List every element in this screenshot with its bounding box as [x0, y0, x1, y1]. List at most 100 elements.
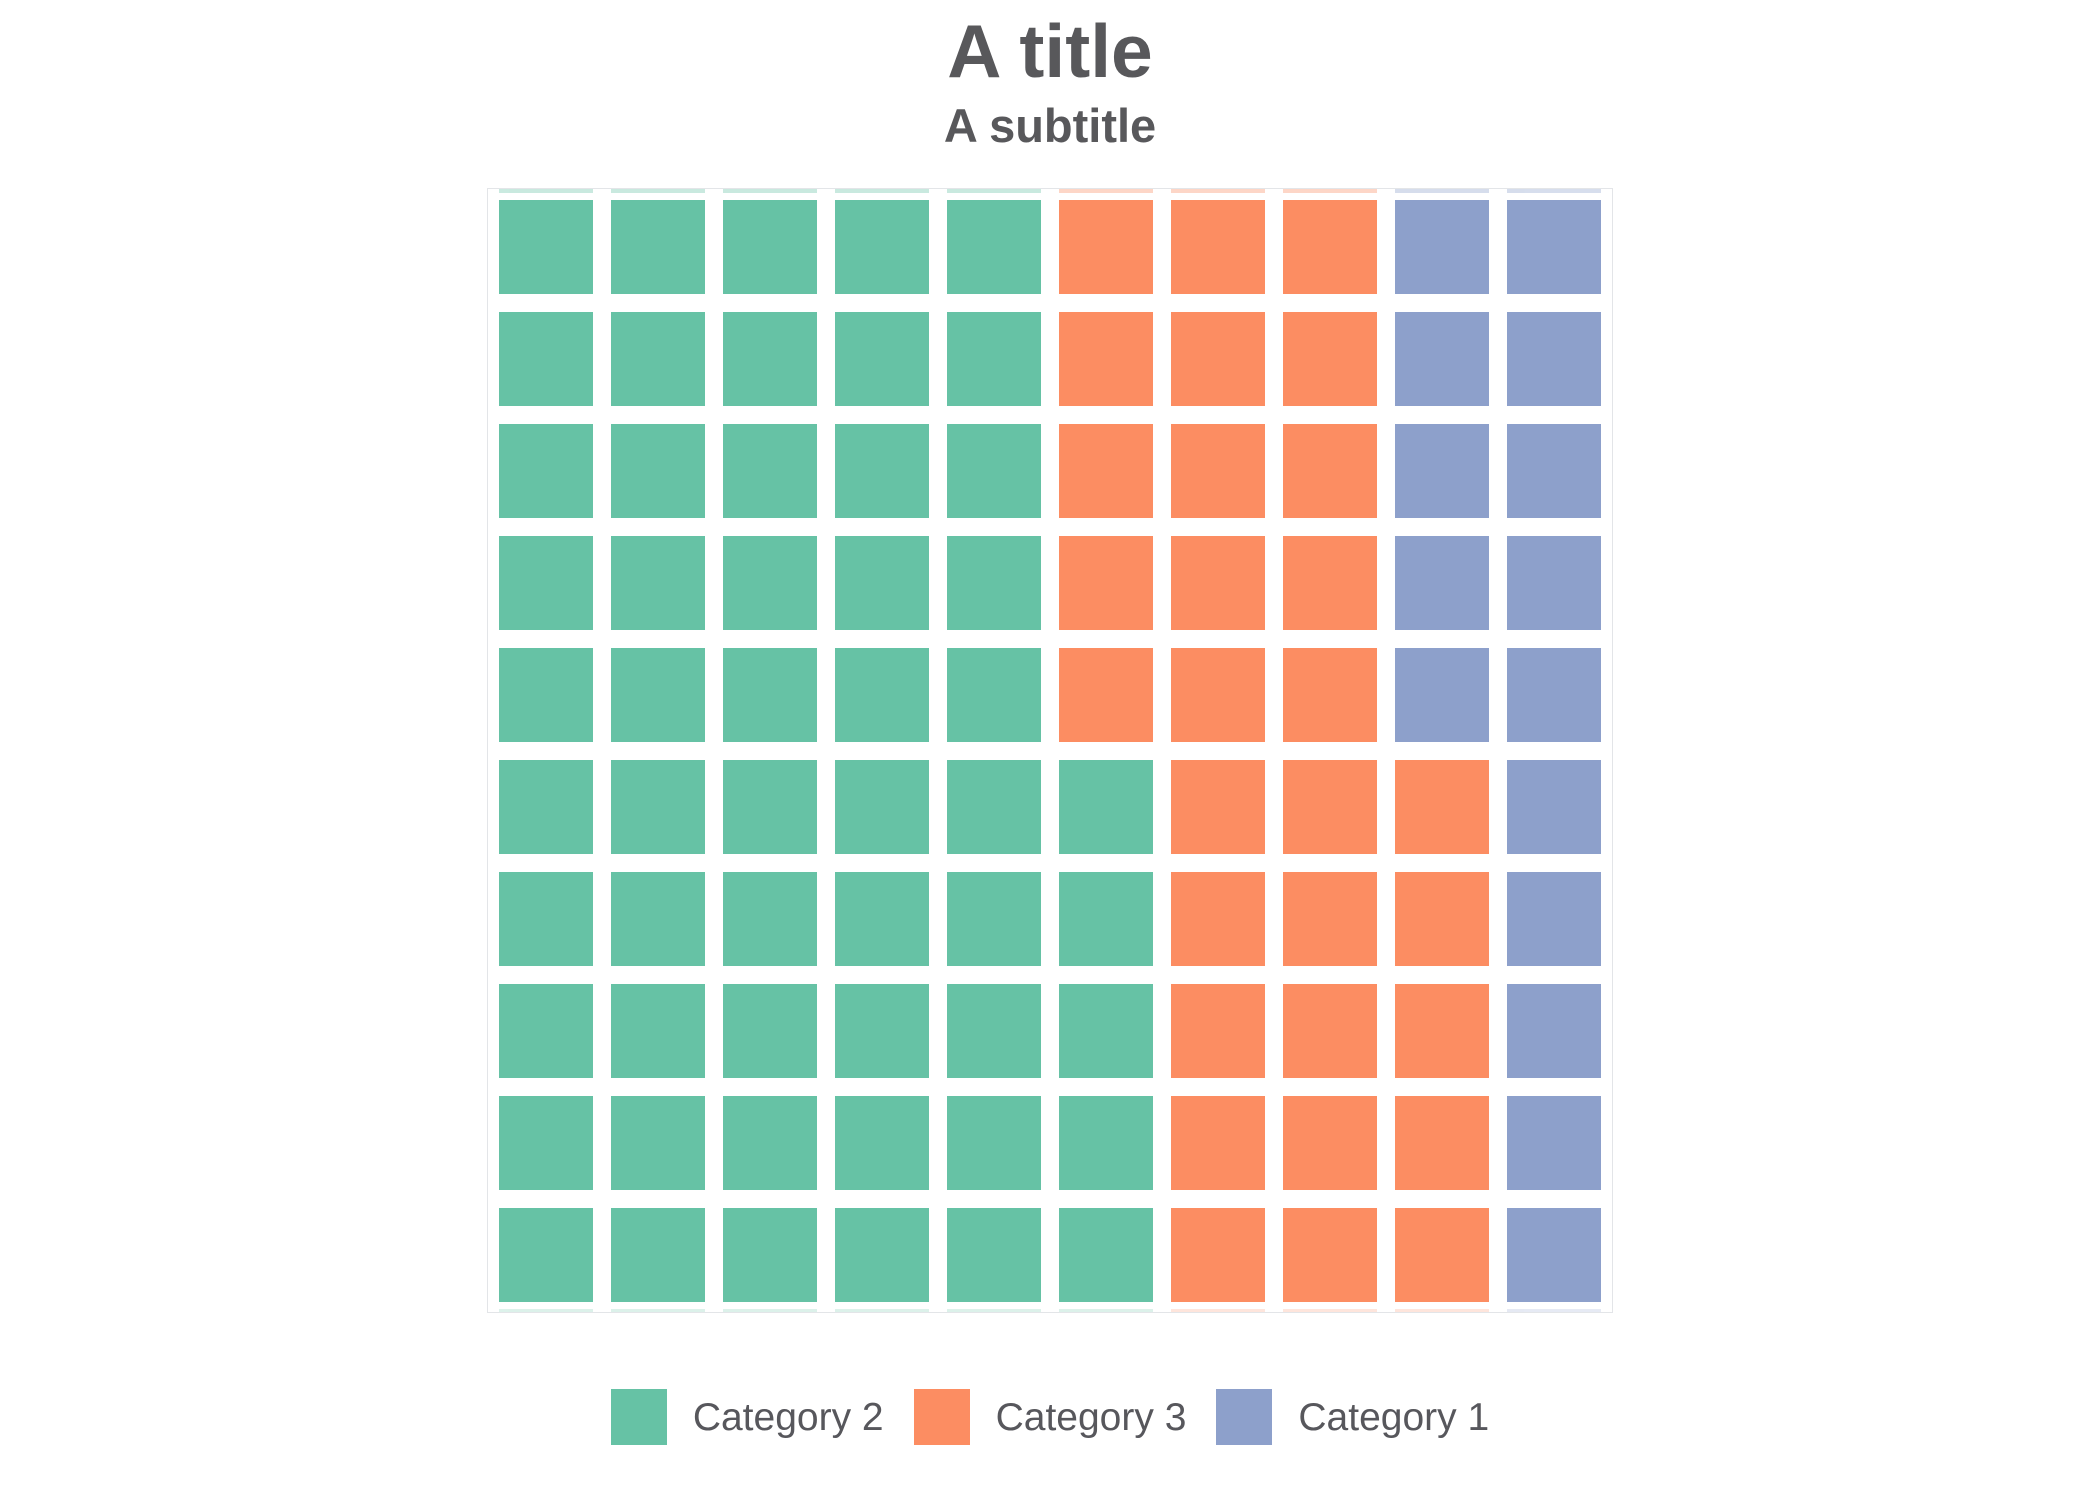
waffle-cell — [499, 984, 593, 1078]
waffle-cell — [947, 200, 1041, 294]
waffle-cell — [611, 760, 705, 854]
chart-plot-area — [487, 188, 1613, 1313]
clipped-cell — [947, 189, 1041, 193]
chart-title: A title — [947, 9, 1153, 93]
waffle-grid — [499, 200, 1601, 1302]
waffle-cell — [1059, 424, 1153, 518]
clipped-cell — [1395, 1309, 1489, 1312]
clipped-cell — [723, 1309, 817, 1312]
legend-label: Category 2 — [692, 1395, 884, 1439]
waffle-cell — [723, 648, 817, 742]
clipped-cell — [1059, 1309, 1153, 1312]
waffle-cell — [1059, 1096, 1153, 1190]
clipped-cell — [1059, 189, 1153, 193]
waffle-cell — [499, 200, 593, 294]
waffle-cell — [1171, 984, 1265, 1078]
waffle-cell — [947, 312, 1041, 406]
waffle-cell — [1395, 760, 1489, 854]
waffle-cell — [611, 536, 705, 630]
waffle-cell — [1059, 1208, 1153, 1302]
legend-swatch — [1216, 1389, 1273, 1445]
waffle-cell — [1507, 1096, 1601, 1190]
waffle-cell — [1171, 1096, 1265, 1190]
legend-item-category-1[interactable]: Category 1 — [1216, 1389, 1489, 1445]
waffle-cell — [1507, 984, 1601, 1078]
clipped-cell — [611, 1309, 705, 1312]
waffle-cell — [1507, 872, 1601, 966]
legend-label: Category 1 — [1298, 1395, 1490, 1439]
waffle-cell — [1395, 536, 1489, 630]
waffle-cell — [947, 1208, 1041, 1302]
waffle-cell — [947, 536, 1041, 630]
waffle-cell — [723, 984, 817, 1078]
waffle-cell — [1283, 648, 1377, 742]
waffle-cell — [1283, 1208, 1377, 1302]
waffle-cell — [1507, 424, 1601, 518]
waffle-cell — [723, 536, 817, 630]
waffle-cell — [835, 872, 929, 966]
clipped-cell — [1283, 1309, 1377, 1312]
waffle-cell — [1059, 312, 1153, 406]
waffle-cell — [1507, 536, 1601, 630]
clipped-cell — [499, 189, 593, 193]
clipped-cell — [1507, 189, 1601, 193]
waffle-cell — [1395, 984, 1489, 1078]
clipped-cell — [1283, 189, 1377, 193]
clipped-cell — [1507, 1309, 1601, 1312]
waffle-cell — [947, 1096, 1041, 1190]
waffle-cell — [835, 536, 929, 630]
waffle-cell — [1059, 648, 1153, 742]
legend-swatch — [610, 1389, 667, 1445]
waffle-cell — [947, 424, 1041, 518]
waffle-cell — [1283, 872, 1377, 966]
waffle-cell — [835, 648, 929, 742]
waffle-cell — [1395, 1096, 1489, 1190]
waffle-cell — [1395, 872, 1489, 966]
clipped-cell — [1395, 189, 1489, 193]
waffle-cell — [723, 760, 817, 854]
waffle-cell — [1059, 760, 1153, 854]
waffle-cell — [611, 424, 705, 518]
waffle-cell — [1171, 312, 1265, 406]
waffle-cell — [499, 536, 593, 630]
waffle-cell — [723, 424, 817, 518]
waffle-cell — [499, 760, 593, 854]
waffle-cell — [1283, 760, 1377, 854]
waffle-cell — [1283, 200, 1377, 294]
legend-item-category-3[interactable]: Category 3 — [913, 1389, 1186, 1445]
clipped-row-top — [499, 189, 1601, 193]
waffle-cell — [1283, 312, 1377, 406]
clipped-cell — [611, 189, 705, 193]
waffle-cell — [499, 424, 593, 518]
waffle-cell — [1395, 312, 1489, 406]
waffle-cell — [1507, 312, 1601, 406]
waffle-cell — [1395, 1208, 1489, 1302]
waffle-cell — [1059, 984, 1153, 1078]
waffle-cell — [1059, 536, 1153, 630]
waffle-cell — [835, 312, 929, 406]
waffle-cell — [1507, 648, 1601, 742]
waffle-cell — [1283, 536, 1377, 630]
clipped-cell — [499, 1309, 593, 1312]
waffle-cell — [1171, 424, 1265, 518]
waffle-cell — [1507, 760, 1601, 854]
waffle-cell — [835, 1096, 929, 1190]
waffle-cell — [611, 312, 705, 406]
waffle-cell — [499, 1208, 593, 1302]
clipped-cell — [1171, 189, 1265, 193]
waffle-cell — [1171, 1208, 1265, 1302]
waffle-cell — [947, 984, 1041, 1078]
waffle-cell — [1059, 872, 1153, 966]
waffle-cell — [611, 1208, 705, 1302]
waffle-cell — [499, 312, 593, 406]
waffle-cell — [835, 984, 929, 1078]
waffle-cell — [1171, 200, 1265, 294]
chart-subtitle: A subtitle — [943, 99, 1157, 152]
waffle-cell — [1171, 648, 1265, 742]
waffle-cell — [723, 1208, 817, 1302]
legend-item-category-2[interactable]: Category 2 — [610, 1389, 884, 1445]
waffle-cell — [835, 200, 929, 294]
clipped-cell — [1171, 1309, 1265, 1312]
waffle-cell — [611, 648, 705, 742]
waffle-cell — [947, 648, 1041, 742]
